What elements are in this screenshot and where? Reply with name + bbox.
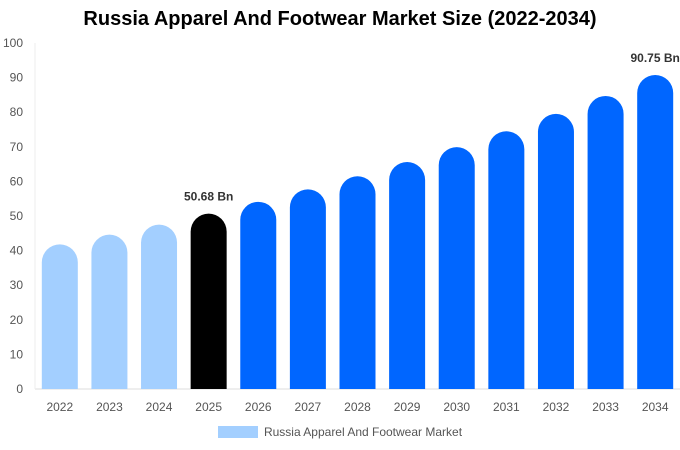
x-tick-label: 2022 (46, 400, 73, 414)
x-tick-label: 2033 (592, 400, 619, 414)
bar-2027 (289, 189, 326, 389)
x-tick-label: 2034 (642, 400, 669, 414)
y-tick-label: 20 (10, 313, 24, 327)
bar-2023 (91, 234, 128, 389)
bar-2028 (339, 176, 376, 389)
bar-2032 (537, 113, 574, 389)
y-tick-label: 80 (10, 105, 24, 119)
x-tick-label: 2026 (245, 400, 272, 414)
legend: Russia Apparel And Footwear Market (0, 425, 680, 439)
y-tick-label: 30 (10, 278, 24, 292)
y-tick-label: 60 (10, 174, 24, 188)
bar-2031 (488, 131, 525, 389)
bar-2024 (141, 224, 178, 389)
bar-2033 (587, 95, 624, 390)
x-tick-label: 2025 (195, 400, 222, 414)
bar-2030 (438, 147, 475, 389)
y-tick-label: 0 (16, 382, 23, 396)
y-tick-label: 40 (10, 244, 24, 258)
bar-2022 (41, 244, 78, 389)
legend-label: Russia Apparel And Footwear Market (263, 425, 463, 439)
x-tick-label: 2024 (146, 400, 173, 414)
x-tick-label: 2029 (394, 400, 421, 414)
bar-2034 (637, 75, 674, 389)
bar-2029 (389, 162, 426, 389)
y-tick-label: 10 (10, 347, 24, 361)
x-tick-label: 2028 (344, 400, 371, 414)
y-tick-label: 90 (10, 71, 24, 85)
y-tick-label: 50 (10, 209, 24, 223)
y-tick-label: 70 (10, 140, 24, 154)
bar-2025 (190, 213, 227, 389)
bar-2026 (240, 201, 277, 389)
y-tick-label: 100 (3, 36, 23, 50)
x-tick-label: 2030 (443, 400, 470, 414)
data-label-2034: 90.75 Bn (631, 51, 680, 65)
x-tick-label: 2032 (543, 400, 570, 414)
x-tick-label: 2031 (493, 400, 520, 414)
chart-title: Russia Apparel And Footwear Market Size … (83, 8, 597, 30)
x-tick-label: 2023 (96, 400, 123, 414)
x-tick-label: 2027 (295, 400, 322, 414)
legend-swatch (217, 426, 258, 438)
data-label-2025: 50.68 Bn (184, 190, 233, 204)
